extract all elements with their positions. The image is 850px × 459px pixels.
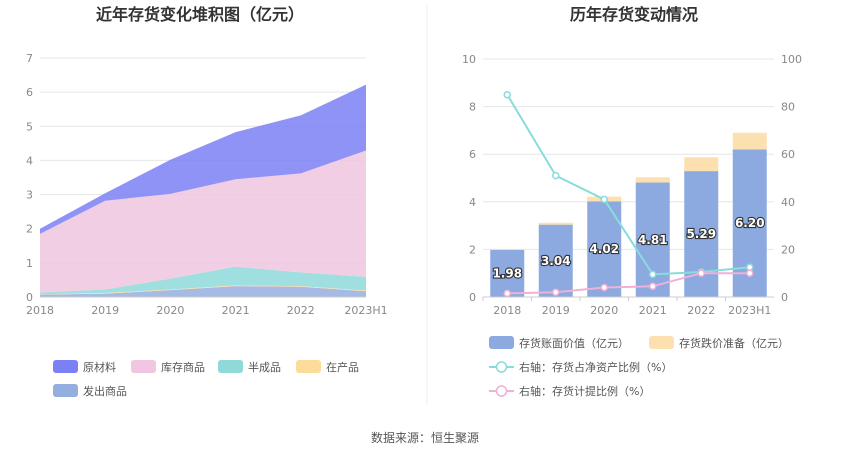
left-y-tick: 1: [26, 257, 33, 270]
right-x-tick: 2020: [590, 304, 618, 317]
left-x-tick: 2020: [156, 304, 184, 317]
right-x-tick: 2023H1: [728, 304, 771, 317]
right-right-y-axis: 0 20 40 60 80 100: [781, 53, 802, 304]
right-legend: 存货账面价值（亿元） 存货跌价准备（亿元） 右轴：存货占净资产比例（%） 右轴：存货计…: [489, 336, 789, 398]
left-y-tick: 5: [26, 120, 33, 133]
line-point-3: [552, 288, 560, 296]
right-right-y-tick: 40: [781, 196, 795, 209]
line-series-2: [506, 94, 750, 276]
area-shipped_goods: [40, 286, 366, 297]
right-left-y-axis: 0 2 4 6 8 10: [462, 53, 476, 304]
left-y-tick: 3: [26, 189, 33, 202]
legend-swatch-provision: [649, 336, 674, 349]
left-y-tick: 2: [26, 223, 33, 236]
line-point-3: [600, 283, 608, 292]
bar-provision: [490, 248, 525, 250]
bar-provision: [635, 177, 670, 183]
right-lines: [503, 90, 754, 298]
line-point-3: [746, 269, 754, 277]
bar-book-value: [538, 224, 573, 297]
line-point-2: [503, 90, 511, 99]
legend-label-inventory_goods: 库存商品: [161, 360, 205, 374]
line-point-2: [746, 263, 754, 271]
area-inventory_goods: [40, 150, 366, 293]
line-point-2: [600, 195, 608, 204]
bar-line-chart: 历年存货变动情况 1.98 3.04 4.02 4.81 5.29 6.20 0 2 4 6 8 1…: [462, 5, 802, 398]
legend-marker-2: [495, 361, 508, 373]
left-y-tick: 4: [26, 154, 33, 167]
right-x-tick: 2021: [639, 304, 667, 317]
bar-value-label: 4.81: [638, 233, 668, 247]
bar-provision: [732, 132, 767, 150]
left-x-axis: 2018 2019 2020 2021 2022 2023H1: [26, 296, 388, 317]
right-chart-title: 历年存货变动情况: [570, 5, 698, 24]
legend-swatch-inventory_goods: [131, 360, 156, 373]
bar-value-label: 5.29: [686, 227, 716, 241]
right-left-y-tick: 10: [462, 53, 476, 66]
right-right-y-tick: 100: [781, 53, 802, 66]
bar-value-label: 4.02: [589, 242, 619, 256]
bar-provision: [538, 222, 573, 225]
right-x-axis: 2018 2019 2020 2021 2022 2023H1: [482, 296, 774, 317]
legend-label-shipped_goods: 发出商品: [83, 384, 127, 398]
line-point-3: [697, 269, 705, 277]
right-gridlines: [483, 58, 774, 298]
bar-value-label: 1.98: [492, 266, 522, 280]
bar-value-label: 6.20: [735, 216, 765, 230]
right-right-y-tick: 0: [781, 291, 788, 304]
right-right-y-tick: 80: [781, 101, 795, 114]
right-x-tick: 2018: [493, 304, 521, 317]
area-raw_material: [40, 84, 366, 234]
left-y-axis: 0 1 2 3 4 5 6 7: [26, 52, 33, 304]
right-left-y-tick: 8: [469, 101, 476, 114]
right-x-tick: 2019: [542, 304, 570, 317]
bar-provision: [684, 157, 719, 172]
line-series-3: [507, 272, 750, 295]
legend-label-line-2: 右轴：存货占净资产比例（%）: [519, 360, 672, 374]
left-chart-title: 近年存货变化堆积图（亿元）: [96, 5, 304, 24]
data-source: 数据来源：恒生聚源: [371, 430, 479, 445]
legend-label-provision: 存货跌价准备（亿元）: [679, 336, 789, 350]
line-point-2: [552, 171, 560, 180]
right-left-y-tick: 2: [469, 243, 476, 256]
legend-marker-3: [495, 385, 508, 397]
line-point-2: [649, 270, 657, 279]
area-in_process: [40, 285, 366, 295]
legend-swatch-in_process: [296, 360, 321, 373]
legend-swatch-semi_finished: [218, 360, 243, 373]
line-point-3: [503, 289, 511, 298]
legend-label-in_process: 在产品: [326, 360, 359, 374]
right-right-y-tick: 20: [781, 243, 795, 256]
left-y-tick: 6: [26, 86, 33, 99]
left-y-tick: 0: [26, 291, 33, 304]
legend-swatch-book-value: [489, 336, 514, 349]
left-x-tick: 2022: [287, 304, 315, 317]
right-right-y-tick: 60: [781, 148, 795, 161]
right-x-tick: 2022: [687, 304, 715, 317]
legend-swatch-shipped_goods: [53, 384, 78, 397]
area-semi_finished: [40, 266, 366, 295]
bar-book-value: [490, 249, 525, 297]
legend-label-raw_material: 原材料: [83, 360, 116, 374]
right-left-y-tick: 6: [469, 148, 476, 161]
right-left-y-tick: 0: [469, 291, 476, 304]
left-x-tick: 2021: [222, 304, 250, 317]
legend-label-book-value: 存货账面价值（亿元）: [519, 336, 629, 350]
legend-label-semi_finished: 半成品: [248, 360, 281, 374]
legend-swatch-raw_material: [53, 360, 78, 373]
left-y-tick: 7: [26, 52, 33, 65]
right-left-y-tick: 4: [469, 196, 476, 209]
left-x-tick: 2023H1: [344, 304, 387, 317]
left-areas: [40, 84, 366, 297]
legend-label-line-3: 右轴：存货计提比例（%）: [519, 384, 650, 398]
left-x-tick: 2019: [91, 304, 119, 317]
line-point-3: [649, 282, 657, 291]
bar-value-label: 3.04: [541, 254, 571, 268]
left-x-tick: 2018: [26, 304, 54, 317]
